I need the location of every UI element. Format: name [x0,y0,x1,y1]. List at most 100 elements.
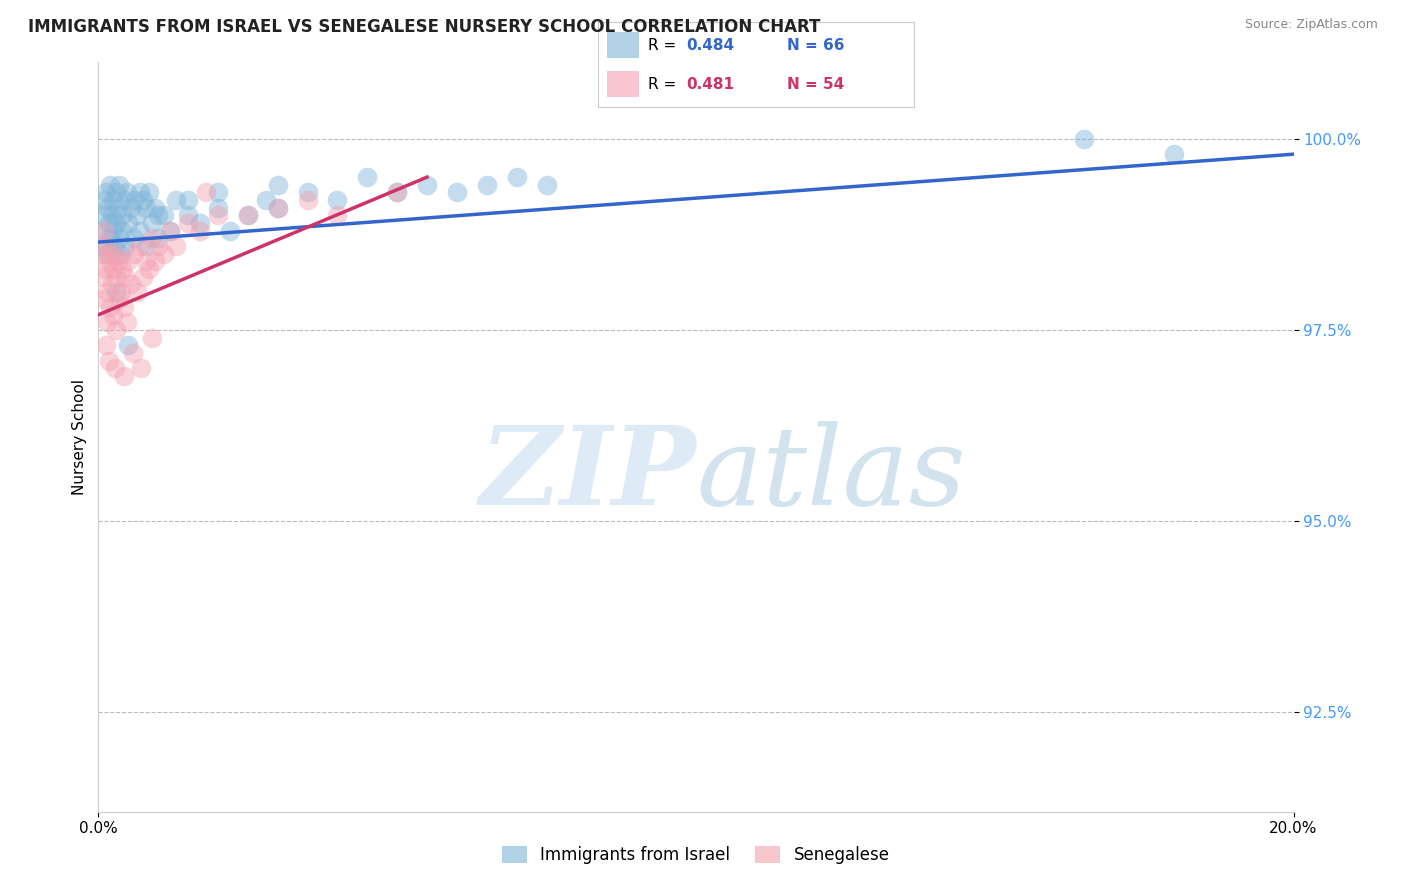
Point [103,193,125,207]
Point [115,315,138,329]
Text: N = 66: N = 66 [787,37,845,53]
Legend: Immigrants from Israel, Senegalese: Immigrants from Israel, Senegalese [495,839,897,871]
Point [93,224,115,238]
Point [177,193,200,207]
Point [122,346,145,360]
Point [104,361,127,376]
Point [98,178,122,192]
Point [219,224,242,238]
FancyBboxPatch shape [607,71,638,97]
Point [267,178,290,192]
Text: N = 54: N = 54 [787,77,845,92]
Point [135,201,157,215]
Point [111,224,134,238]
Point [536,178,558,192]
Point [141,231,163,245]
Text: ZIP: ZIP [479,421,696,528]
Point [120,201,142,215]
Point [96,315,118,329]
Point [96,201,118,215]
Point [103,224,125,238]
Point [93,193,115,207]
Point [107,201,129,215]
Point [105,216,128,230]
Point [1163,147,1185,161]
Point [297,186,319,200]
Point [110,285,132,299]
Point [108,231,131,245]
Point [120,277,142,292]
Text: 0.484: 0.484 [686,37,734,53]
Point [138,261,160,276]
Point [117,254,139,268]
Text: atlas: atlas [696,421,966,528]
Point [103,261,125,276]
Point [105,186,128,200]
Point [159,224,181,238]
Point [98,300,122,314]
Point [188,224,211,238]
Point [148,239,170,253]
Point [94,186,117,200]
Point [90,224,112,238]
Point [110,246,132,260]
Point [96,285,118,299]
Point [105,285,128,299]
Text: IMMIGRANTS FROM ISRAEL VS SENEGALESE NURSERY SCHOOL CORRELATION CHART: IMMIGRANTS FROM ISRAEL VS SENEGALESE NUR… [28,18,821,36]
Point [143,254,166,268]
Point [124,246,146,260]
Point [135,239,157,253]
Point [326,208,349,222]
Point [98,216,121,230]
Point [112,193,135,207]
Point [207,186,229,200]
Point [108,178,131,192]
Point [103,308,125,322]
Point [1073,132,1095,146]
Text: R =: R = [648,37,682,53]
Point [141,331,163,345]
Point [135,254,157,268]
Point [506,170,529,185]
Point [124,193,146,207]
Point [475,178,498,192]
Point [326,193,349,207]
Point [90,246,112,260]
Point [98,246,122,260]
Point [195,186,218,200]
Point [446,186,468,200]
Point [115,186,138,200]
Point [91,269,114,284]
Point [177,208,200,222]
Point [104,246,127,260]
Point [112,300,135,314]
Point [111,261,134,276]
Point [124,231,146,245]
Text: R =: R = [648,77,682,92]
Point [159,224,181,238]
Point [356,170,378,185]
Point [385,186,409,200]
Point [177,216,200,230]
Point [129,224,152,238]
Point [100,277,122,292]
Point [143,201,166,215]
Point [114,239,136,253]
Point [98,254,121,268]
Point [111,208,134,222]
Point [153,208,176,222]
Point [297,193,319,207]
Point [105,323,128,337]
Point [236,208,259,222]
Point [127,208,149,222]
Point [207,208,229,222]
Point [132,193,155,207]
Point [138,186,160,200]
Point [107,254,129,268]
Point [117,216,139,230]
Point [98,231,122,245]
Point [100,208,122,222]
Point [153,246,176,260]
Point [254,193,277,207]
Point [94,338,117,352]
